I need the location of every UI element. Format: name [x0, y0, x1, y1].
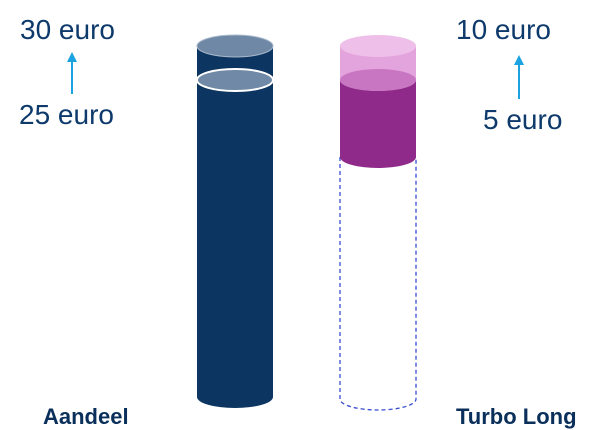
aandeel-cylinder	[196, 34, 274, 408]
aandeel-price-to: 30 euro	[20, 14, 115, 45]
turbo-cylinder-top	[340, 35, 416, 57]
aandeel-cylinder-previous-level	[196, 68, 274, 92]
aandeel-cylinder-top	[196, 34, 274, 58]
turbo-price-to: 10 euro	[456, 14, 551, 45]
turbo-cylinder	[339, 35, 417, 411]
turbo-cylinder-previous-level	[340, 69, 416, 91]
aandeel-label: Aandeel	[43, 404, 129, 429]
turbo-price-from: 5 euro	[483, 104, 563, 135]
turbo-cylinder-filled-segment	[340, 80, 416, 168]
turbo-cylinder-dashed-outline	[339, 157, 417, 411]
left-up-arrow	[67, 52, 77, 94]
right-up-arrow	[514, 55, 524, 99]
turbo-long-label: Turbo Long	[456, 404, 577, 429]
aandeel-cylinder-body	[197, 46, 273, 408]
aandeel-price-from: 25 euro	[19, 99, 114, 130]
